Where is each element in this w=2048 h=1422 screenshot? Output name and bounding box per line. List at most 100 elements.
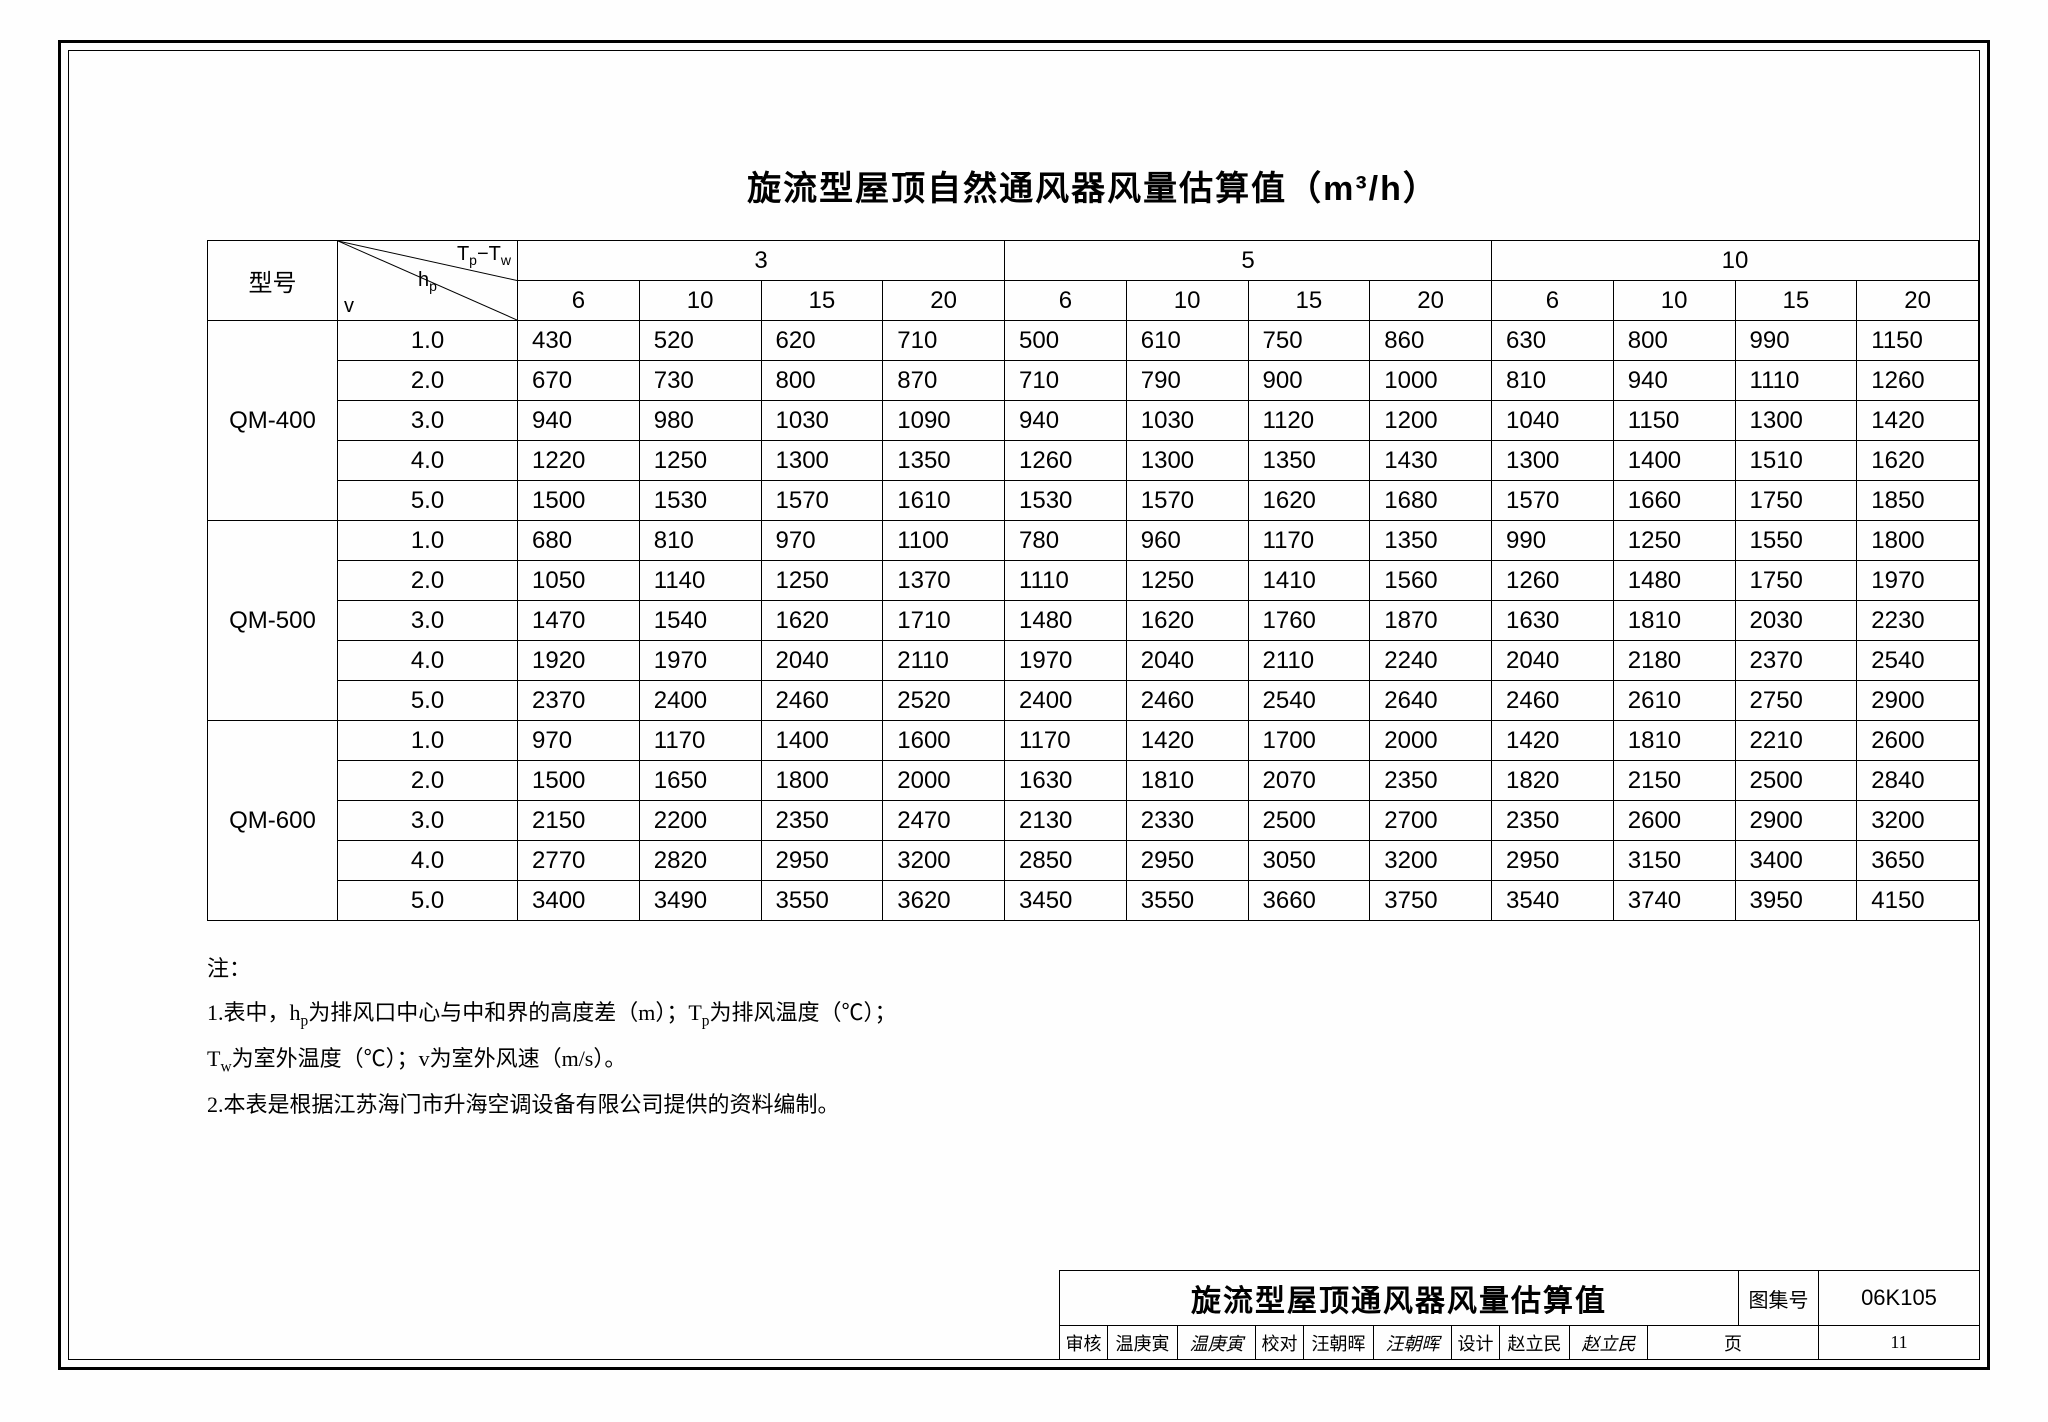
hp-cell: 5.0 — [338, 481, 518, 521]
model-cell: QM-600 — [208, 721, 338, 921]
value-cell: 1170 — [1248, 521, 1370, 561]
value-cell: 3450 — [1005, 881, 1127, 921]
hp-cell: 4.0 — [338, 841, 518, 881]
value-cell: 2460 — [1126, 681, 1248, 721]
value-cell: 1540 — [639, 601, 761, 641]
value-cell: 730 — [639, 361, 761, 401]
value-cell: 2000 — [883, 761, 1005, 801]
value-cell: 1600 — [883, 721, 1005, 761]
value-cell: 2500 — [1735, 761, 1857, 801]
hp-cell: 3.0 — [338, 601, 518, 641]
value-cell: 2110 — [883, 641, 1005, 681]
subcol: 15 — [1248, 281, 1370, 321]
value-cell: 4150 — [1857, 881, 1979, 921]
value-cell: 3400 — [518, 881, 640, 921]
content-area: 旋流型屋顶自然通风器风量估算值（m³/h） 型号 Tp−Tw hp v — [137, 101, 2048, 1411]
value-cell: 710 — [1005, 361, 1127, 401]
value-cell: 1700 — [1248, 721, 1370, 761]
value-cell: 2950 — [761, 841, 883, 881]
table-row: 5.02370240024602520240024602540264024602… — [208, 681, 1979, 721]
value-cell: 710 — [883, 321, 1005, 361]
value-cell: 3740 — [1613, 881, 1735, 921]
value-cell: 1810 — [1613, 601, 1735, 641]
atlas-code: 06K105 — [1819, 1271, 1979, 1325]
value-cell: 2150 — [1613, 761, 1735, 801]
value-cell: 900 — [1248, 361, 1370, 401]
value-cell: 1090 — [883, 401, 1005, 441]
value-cell: 2770 — [518, 841, 640, 881]
value-cell: 2240 — [1370, 641, 1492, 681]
value-cell: 1150 — [1613, 401, 1735, 441]
value-cell: 2150 — [518, 801, 640, 841]
check-name: 汪朝晖 — [1304, 1326, 1374, 1359]
value-cell: 1630 — [1005, 761, 1127, 801]
subcol: 15 — [1735, 281, 1857, 321]
value-cell: 1650 — [639, 761, 761, 801]
value-cell: 1470 — [518, 601, 640, 641]
value-cell: 1530 — [639, 481, 761, 521]
label-tp-tw: Tp−Tw — [457, 243, 511, 268]
value-cell: 1250 — [1126, 561, 1248, 601]
value-cell: 2030 — [1735, 601, 1857, 641]
value-cell: 2040 — [1126, 641, 1248, 681]
hp-cell: 3.0 — [338, 401, 518, 441]
group-10: 10 — [1492, 241, 1979, 281]
table-row: 4.01220125013001350126013001350143013001… — [208, 441, 1979, 481]
value-cell: 1420 — [1492, 721, 1614, 761]
value-cell: 1970 — [1005, 641, 1127, 681]
value-cell: 2230 — [1857, 601, 1979, 641]
value-cell: 990 — [1492, 521, 1614, 561]
value-cell: 1850 — [1857, 481, 1979, 521]
value-cell: 1620 — [1857, 441, 1979, 481]
value-cell: 1810 — [1126, 761, 1248, 801]
value-cell: 2200 — [639, 801, 761, 841]
value-cell: 1250 — [1613, 521, 1735, 561]
value-cell: 1750 — [1735, 561, 1857, 601]
value-cell: 1030 — [761, 401, 883, 441]
value-cell: 1660 — [1613, 481, 1735, 521]
value-cell: 2040 — [761, 641, 883, 681]
value-cell: 1620 — [1126, 601, 1248, 641]
value-cell: 2640 — [1370, 681, 1492, 721]
model-cell: QM-500 — [208, 521, 338, 721]
value-cell: 1260 — [1005, 441, 1127, 481]
table-row: QM-4001.04305206207105006107508606308009… — [208, 321, 1979, 361]
value-cell: 990 — [1735, 321, 1857, 361]
value-cell: 1620 — [1248, 481, 1370, 521]
subcol: 10 — [1126, 281, 1248, 321]
table-row: 2.01500165018002000163018102070235018202… — [208, 761, 1979, 801]
value-cell: 2210 — [1735, 721, 1857, 761]
value-cell: 3200 — [883, 841, 1005, 881]
page: 旋流型屋顶自然通风器风量估算值（m³/h） 型号 Tp−Tw hp v — [0, 0, 2048, 1422]
value-cell: 2750 — [1735, 681, 1857, 721]
value-cell: 1570 — [1126, 481, 1248, 521]
value-cell: 1760 — [1248, 601, 1370, 641]
design-signature: 赵立民 — [1570, 1326, 1648, 1359]
value-cell: 2330 — [1126, 801, 1248, 841]
value-cell: 1400 — [761, 721, 883, 761]
value-cell: 2070 — [1248, 761, 1370, 801]
label-v: v — [344, 295, 354, 318]
value-cell: 1250 — [761, 561, 883, 601]
value-cell: 1110 — [1005, 561, 1127, 601]
subcol: 6 — [518, 281, 640, 321]
value-cell: 970 — [761, 521, 883, 561]
value-cell: 1630 — [1492, 601, 1614, 641]
hp-cell: 2.0 — [338, 361, 518, 401]
value-cell: 1170 — [639, 721, 761, 761]
value-cell: 1560 — [1370, 561, 1492, 601]
value-cell: 790 — [1126, 361, 1248, 401]
value-cell: 3490 — [639, 881, 761, 921]
table-row: QM-6001.09701170140016001170142017002000… — [208, 721, 1979, 761]
value-cell: 1040 — [1492, 401, 1614, 441]
value-cell: 960 — [1126, 521, 1248, 561]
value-cell: 1800 — [1857, 521, 1979, 561]
table-row: 2.01050114012501370111012501410156012601… — [208, 561, 1979, 601]
value-cell: 1420 — [1126, 721, 1248, 761]
value-cell: 3660 — [1248, 881, 1370, 921]
notes: 注： 1.表中，hp为排风口中心与中和界的高度差（m）；Tp为排风温度（℃）； … — [207, 947, 1979, 1127]
value-cell: 2040 — [1492, 641, 1614, 681]
check-label: 校对 — [1256, 1326, 1304, 1359]
value-cell: 3950 — [1735, 881, 1857, 921]
value-cell: 1500 — [518, 481, 640, 521]
